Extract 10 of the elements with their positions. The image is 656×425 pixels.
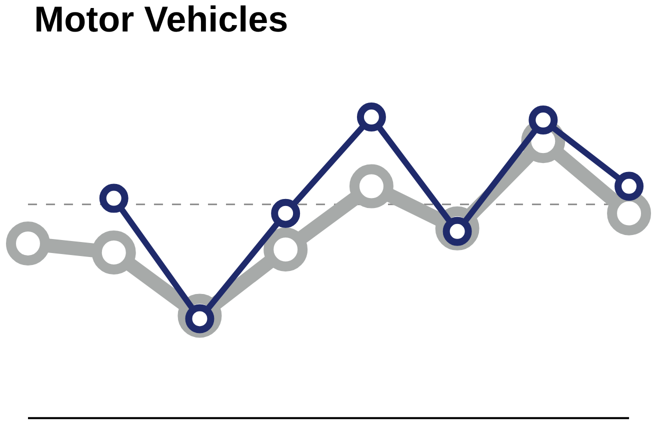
point (528, 106, 558, 135)
point (99, 184, 128, 213)
point (349, 164, 394, 208)
point (264, 227, 308, 272)
point (614, 172, 644, 201)
point (356, 102, 386, 132)
chart-title: Motor Vehicles (34, 0, 288, 40)
point (92, 230, 136, 274)
point (271, 198, 300, 228)
point (6, 221, 50, 266)
